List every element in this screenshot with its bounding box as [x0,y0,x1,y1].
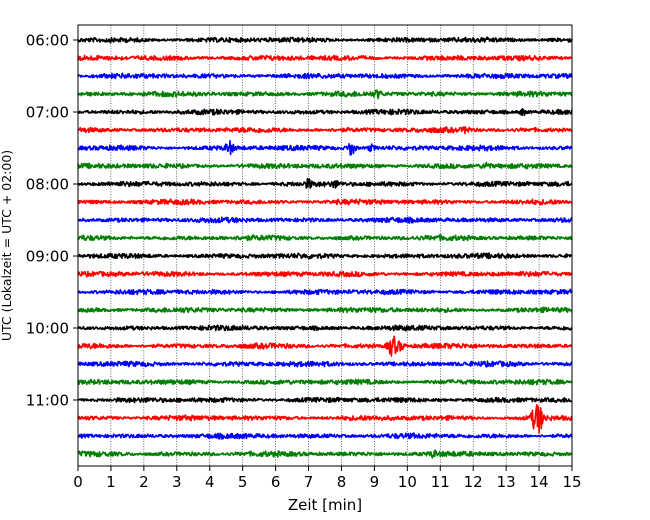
trace-0645 [77,89,573,100]
trace-0700 [77,107,573,117]
trace-0845 [77,234,573,242]
y-axis-label: UTC (Lokalzeit = UTC + 02:00) [0,150,14,341]
x-tick-label: 11 [431,473,450,491]
trace-0930 [77,288,573,296]
trace-1045 [77,378,573,386]
x-tick-label: 9 [370,473,380,491]
y-tick-label: 10:00 [26,320,69,338]
trace-1030 [77,360,573,368]
trace-0745 [77,161,573,170]
x-tick-label: 0 [73,473,83,491]
trace-0715 [77,126,573,135]
x-tick-label: 10 [398,473,417,491]
trace-0815 [77,198,573,206]
y-tick-label: 11:00 [26,392,69,410]
x-tick-label: 1 [106,473,116,491]
trace-0630 [77,72,573,80]
trace-0600 [77,36,573,44]
x-tick-label: 6 [271,473,281,491]
y-axis-ticks: 06:00 07:00 08:00 09:00 10:00 11:00 [26,32,78,410]
x-tick-label: 2 [139,473,149,491]
seismogram-traces [77,36,573,459]
x-tick-label: 3 [172,473,182,491]
trace-1115 [77,404,573,434]
x-tick-label: 13 [497,473,516,491]
x-tick-label: 7 [304,473,314,491]
trace-0730 [77,140,573,156]
y-tick-label: 08:00 [26,176,69,194]
grid-lines [110,25,540,466]
plot-frame [77,24,573,467]
trace-0830 [77,216,573,224]
y-tick-label: 06:00 [26,32,69,50]
x-tick-label: 5 [238,473,248,491]
x-tick-label: 4 [205,473,215,491]
x-tick-label: 8 [337,473,347,491]
x-axis-label: Zeit [min] [288,496,362,514]
y-tick-label: 07:00 [26,104,69,122]
x-tick-label: 15 [562,473,581,491]
x-axis-ticks: 0 1 2 3 4 5 6 7 8 9 10 11 12 13 14 15 [73,466,582,491]
trace-1100 [77,396,573,404]
trace-0915 [77,270,573,278]
trace-1000 [77,324,573,332]
trace-0900 [77,252,573,260]
y-tick-label: 09:00 [26,248,69,266]
x-tick-label: 12 [464,473,483,491]
trace-0945 [77,306,573,314]
trace-0615 [77,54,573,62]
trace-1130 [77,432,573,440]
trace-1015 [77,335,573,357]
trace-0800 [77,177,573,189]
trace-1145 [77,449,573,459]
x-tick-label: 14 [530,473,549,491]
